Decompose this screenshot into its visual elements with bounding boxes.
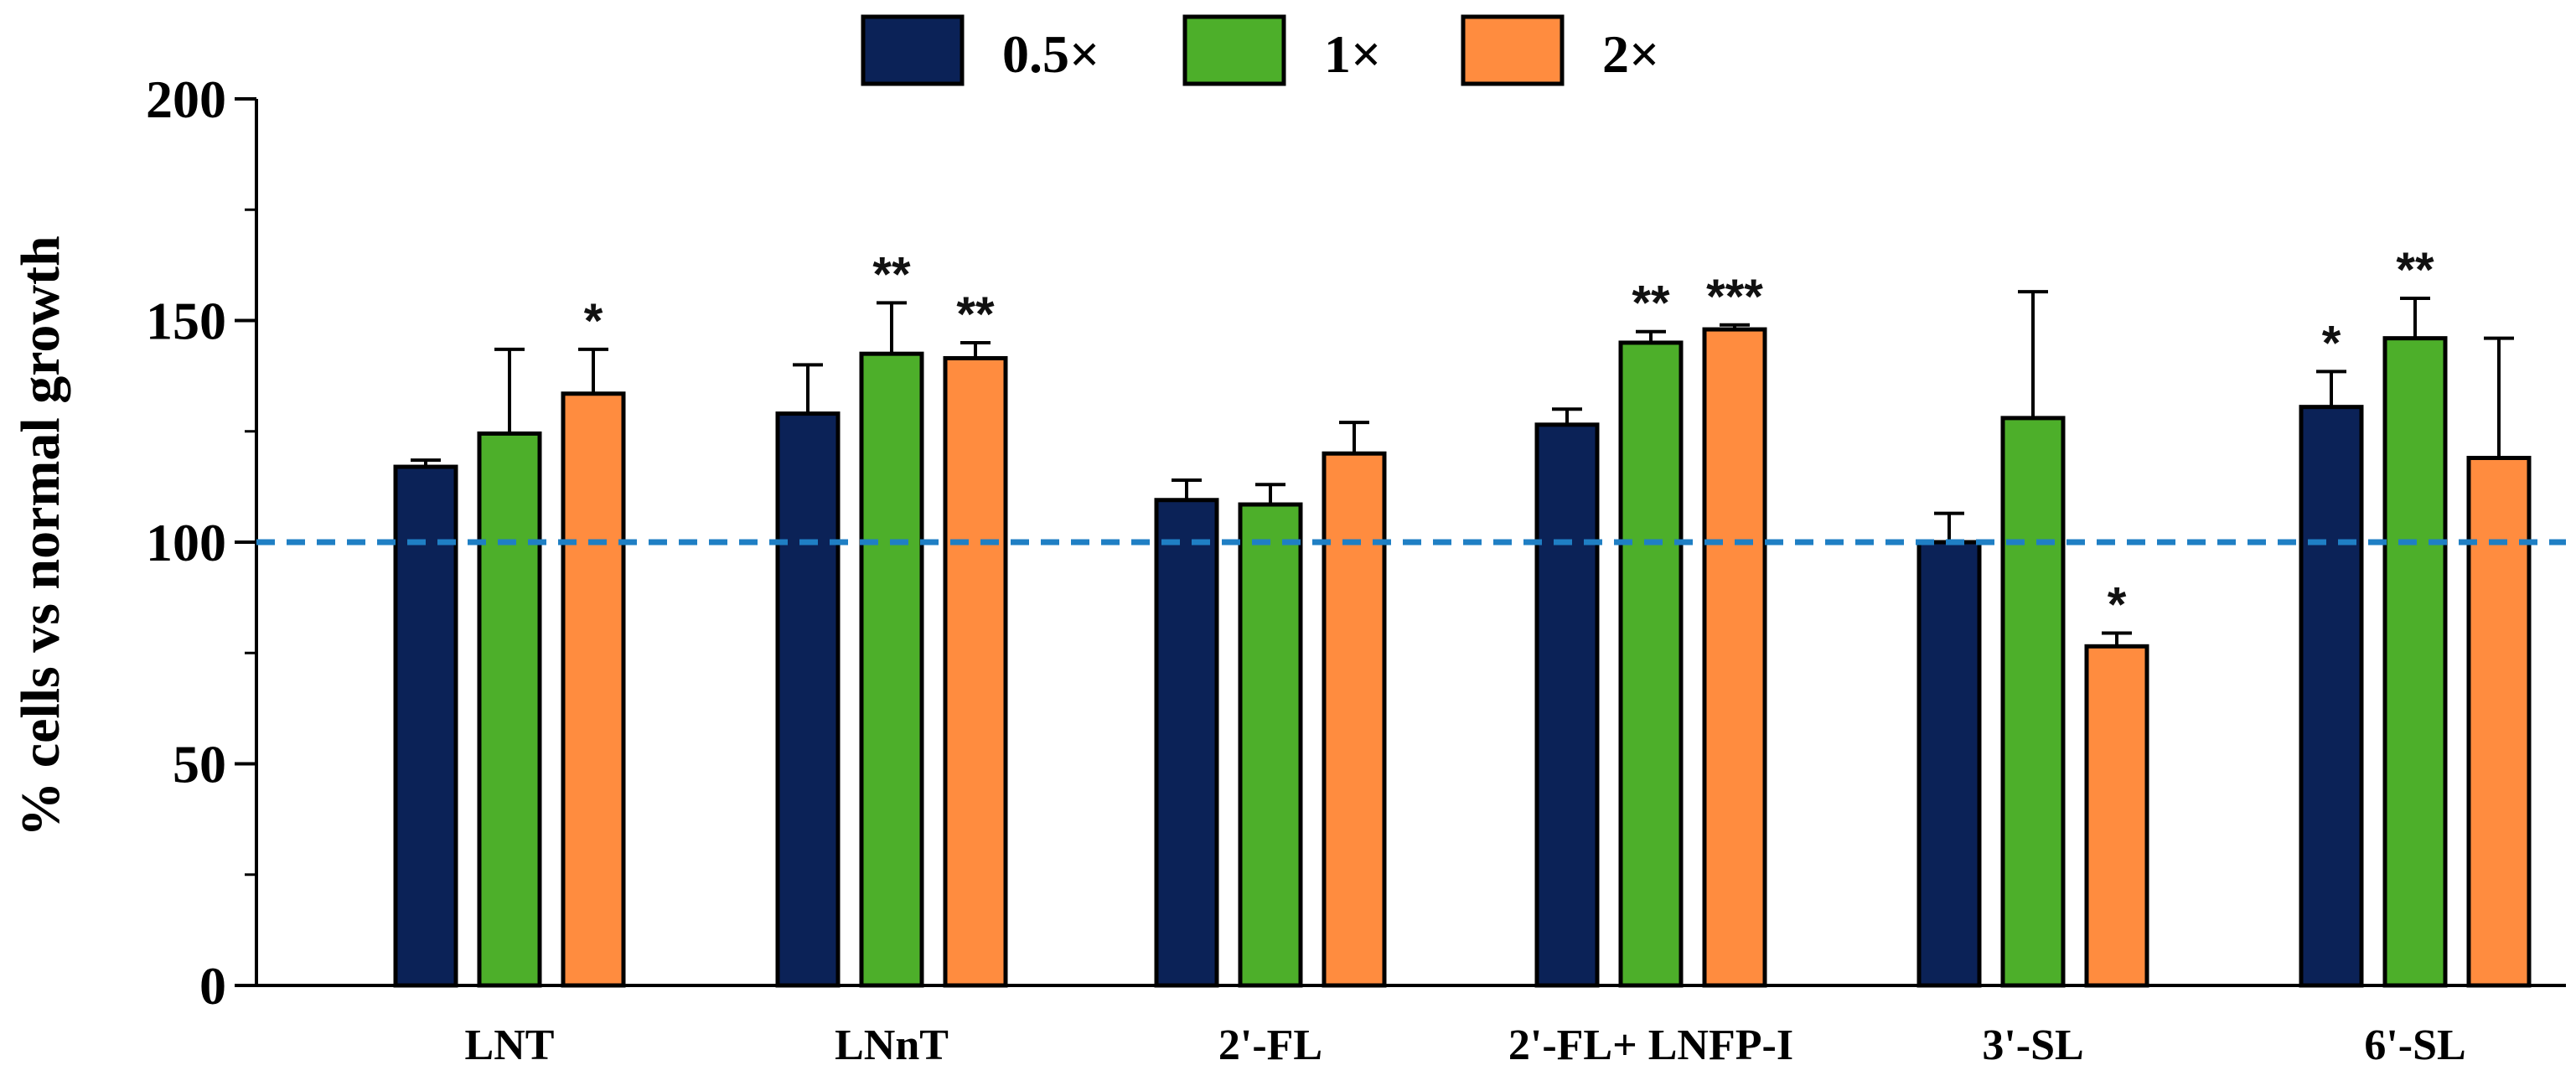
- bar: [561, 391, 626, 988]
- bar: [1154, 498, 1219, 988]
- significance-label: **: [956, 287, 995, 342]
- bar: [2466, 455, 2532, 988]
- bar: [1702, 327, 1767, 988]
- legend-swatch: [861, 14, 965, 86]
- bar: [1238, 502, 1303, 988]
- y-tick-label: 200: [146, 70, 226, 129]
- bar: [2084, 644, 2149, 988]
- legend-swatch: [1182, 14, 1286, 86]
- bar: [393, 464, 458, 988]
- legend-label: 2×: [1602, 24, 1659, 84]
- legend-swatch: [1461, 14, 1565, 86]
- bar: [2000, 416, 2066, 988]
- bar: [477, 431, 542, 988]
- x-tick-label: 2'-FL+ LNFP-I: [1508, 1021, 1793, 1069]
- y-tick-label: 100: [146, 513, 226, 572]
- significance-label: **: [872, 247, 911, 302]
- y-tick-label: 150: [146, 292, 226, 351]
- legend-label: 0.5×: [1002, 24, 1099, 84]
- y-tick-label: 50: [173, 735, 226, 794]
- bar: [1322, 451, 1387, 988]
- bar: [2382, 336, 2448, 988]
- legend-label: 1×: [1324, 24, 1381, 84]
- significance-label: ***: [1706, 270, 1763, 324]
- x-tick-label: LNnT: [835, 1021, 949, 1069]
- x-tick-label: 3'-SL: [1982, 1021, 2083, 1069]
- bar: [2299, 405, 2364, 988]
- bar: [943, 355, 1008, 988]
- bar: [1916, 540, 1982, 988]
- x-tick-label: LNT: [465, 1021, 555, 1069]
- significance-label: *: [584, 294, 603, 349]
- significance-label: **: [2396, 243, 2434, 297]
- x-tick-label: 2'-FL: [1218, 1021, 1322, 1069]
- significance-label: *: [2322, 316, 2341, 370]
- x-tick-label: 6'-SL: [2364, 1021, 2465, 1069]
- bar: [1618, 340, 1684, 988]
- significance-label: **: [1632, 277, 1670, 331]
- y-axis-label: % cells vs normal growth: [10, 235, 71, 836]
- y-tick-label: 0: [199, 956, 226, 1016]
- bar: [1534, 422, 1600, 988]
- significance-label: *: [2108, 577, 2127, 632]
- bar: [775, 411, 841, 988]
- bar: [859, 351, 924, 988]
